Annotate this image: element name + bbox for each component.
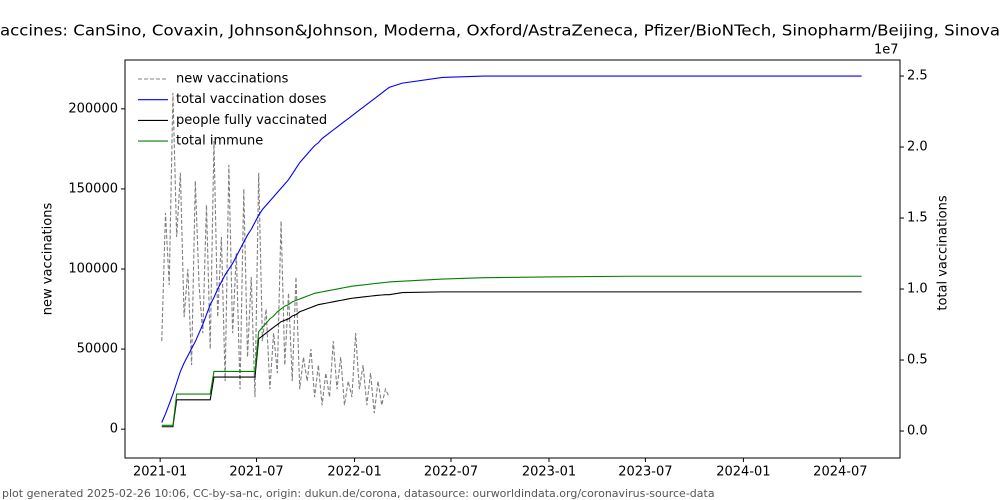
chart-title: accines: CanSino, Covaxin, Johnson&Johns… (0, 22, 1000, 40)
series-line (161, 291, 862, 428)
y2-tick-label: 2.5 (907, 69, 928, 84)
x-tick-label: 2022-07 (424, 465, 478, 480)
legend-label: new vaccinations (176, 72, 289, 87)
y2-offset-label: 1e7 (874, 43, 899, 58)
y-tick-label: 150000 (68, 181, 118, 196)
x-tick-label: 2024-07 (813, 465, 867, 480)
footer: plot generated 2025-02-26 10:06, CC-by-s… (2, 487, 715, 500)
x-tick-label: 2021-01 (133, 465, 187, 480)
y-tick-label: 50000 (77, 342, 118, 357)
x-tick-label: 2023-07 (618, 465, 672, 480)
x-tick-label: 2023-01 (522, 465, 576, 480)
series-line (161, 75, 862, 423)
plot-frame (124, 59, 901, 459)
y-tick-label: 100000 (68, 262, 118, 277)
legend-label: total vaccination doses (176, 92, 327, 107)
y-tick-label: 200000 (68, 101, 118, 116)
series-line (161, 92, 390, 414)
x-tick-label: 2022-01 (327, 465, 381, 480)
x-tick-label: 2021-07 (229, 465, 283, 480)
y2-tick-label: 2.0 (907, 140, 928, 155)
legend-label: total immune (176, 134, 263, 149)
y2-tick-label: 1.0 (907, 282, 928, 297)
series-line (161, 275, 862, 426)
y2-axis-label: total vaccinations (936, 195, 951, 311)
legend-label: people fully vaccinated (176, 113, 327, 128)
y2-tick-label: 0.0 (907, 424, 928, 439)
y-axis-label: new vaccinations (41, 203, 56, 316)
y2-tick-label: 1.5 (907, 211, 928, 226)
x-tick-label: 2024-01 (716, 465, 770, 480)
y2-tick-label: 0.5 (907, 353, 928, 368)
y-tick-label: 0 (110, 422, 118, 437)
